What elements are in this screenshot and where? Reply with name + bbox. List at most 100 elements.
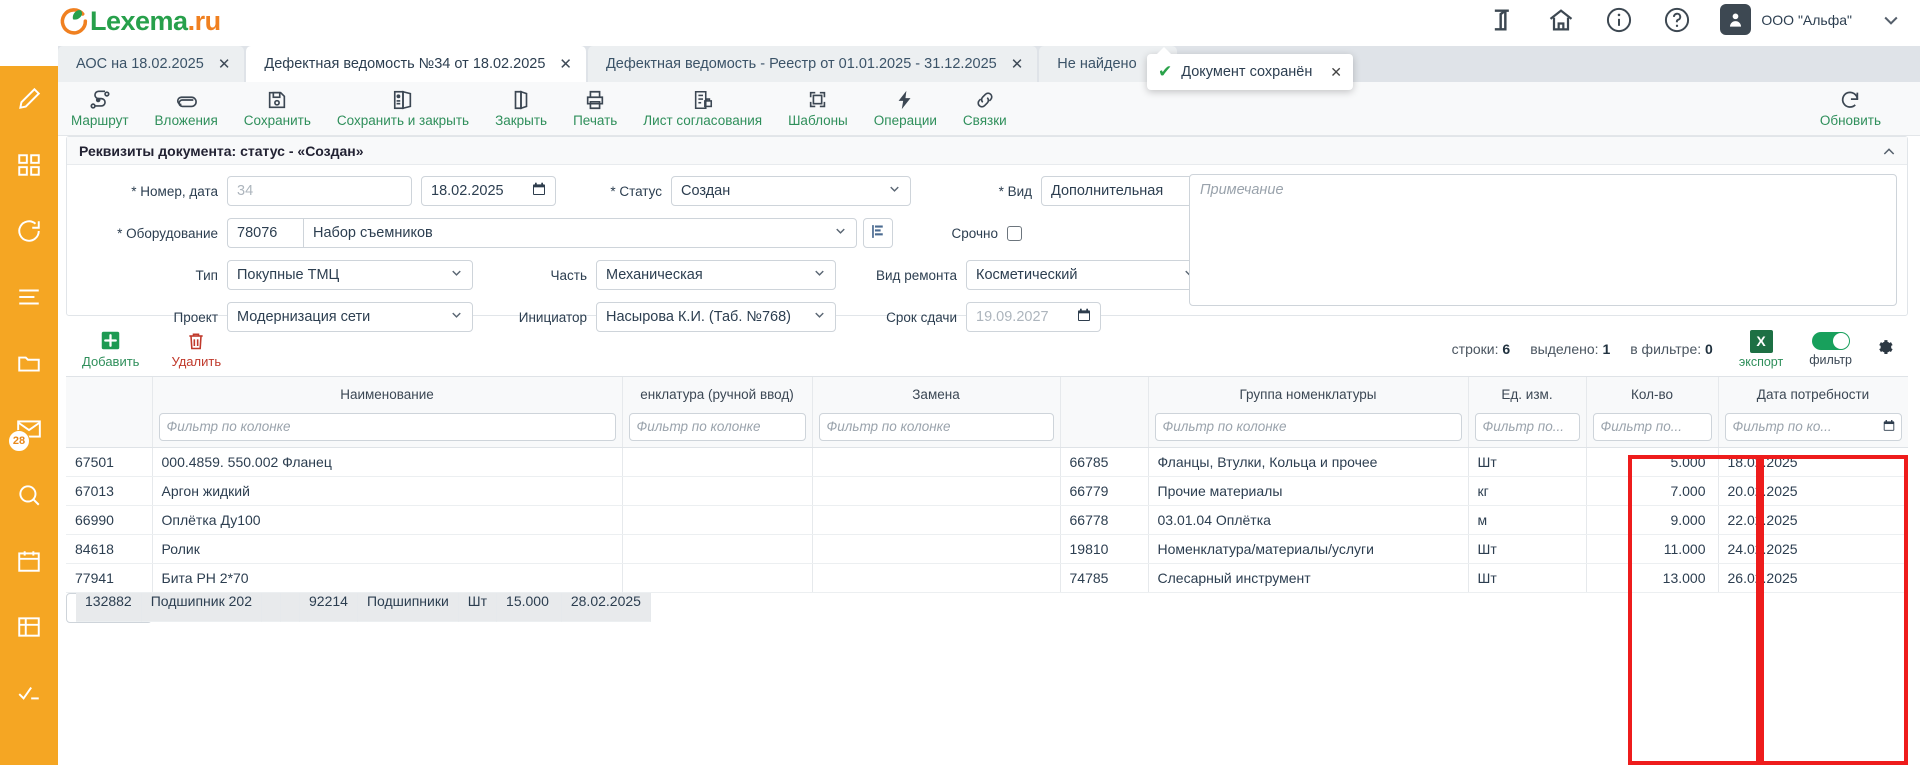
rail-item-calendar[interactable] <box>0 528 58 594</box>
rail-item-dashboard[interactable] <box>0 132 58 198</box>
collapse-icon[interactable] <box>1881 144 1897 163</box>
cell-manual[interactable] <box>262 593 281 622</box>
cell-name[interactable]: Подшипник 202 <box>141 593 262 622</box>
cell-code[interactable]: 67501 <box>66 447 153 477</box>
urgent-checkbox[interactable] <box>1007 225 1022 241</box>
rail-item-folder[interactable] <box>0 330 58 396</box>
rail-item-search[interactable] <box>0 462 58 528</box>
cell-need-date[interactable]: 22.02.2025 <box>1718 505 1908 535</box>
calendar-icon[interactable] <box>1076 307 1092 327</box>
cell-unit[interactable]: м <box>1468 505 1587 535</box>
col-name[interactable]: Наименование <box>152 377 623 411</box>
cell-manual[interactable] <box>622 505 813 535</box>
filter-input-group[interactable]: Фильтр по колонке <box>1154 412 1462 441</box>
cell-quantity[interactable]: 5.000 <box>1586 447 1719 477</box>
cell-replacement[interactable] <box>812 447 1061 477</box>
cell-group-code[interactable]: 66778 <box>1060 505 1149 535</box>
status-select[interactable]: Создан <box>671 176 911 206</box>
logout-icon[interactable] <box>1488 5 1518 35</box>
delete-row-button[interactable]: Удалить <box>155 330 237 369</box>
col-unit[interactable]: Ед. изм. <box>1468 377 1587 411</box>
cell-name[interactable]: Оплётка Ду100 <box>152 505 623 535</box>
deadline-input[interactable]: 19.09.2027 <box>966 302 1101 332</box>
user-account[interactable]: ООО "Альфа" <box>1720 4 1852 35</box>
table-row[interactable]: 77941 Бита PH 2*70 74785 Слесарный инстр… <box>66 563 1908 593</box>
close-button[interactable]: Закрыть <box>482 89 560 128</box>
cell-code[interactable]: 66990 <box>66 505 153 535</box>
cell-replacement[interactable] <box>812 476 1061 506</box>
cell-need-date[interactable]: 28.02.2025 <box>561 593 651 622</box>
repair-type-select[interactable]: Косметический <box>966 260 1206 290</box>
tab-aos[interactable]: АОС на 18.02.2025 ✕ <box>58 46 245 82</box>
equipment-tree-button[interactable] <box>863 218 893 248</box>
cell-group[interactable]: Фланцы, Втулки, Кольца и прочее <box>1148 447 1469 477</box>
rail-item-edit[interactable] <box>0 66 58 132</box>
cell-group-code[interactable]: 92214 <box>300 593 358 622</box>
rail-item-grid[interactable] <box>0 594 58 660</box>
info-icon[interactable] <box>1604 5 1634 35</box>
cell-unit[interactable]: Шт <box>1468 447 1587 477</box>
cell-unit[interactable]: кг <box>1468 476 1587 506</box>
filter-input-replacement[interactable]: Фильтр по колонке <box>818 412 1054 441</box>
rail-item-checklist[interactable] <box>0 660 58 726</box>
cell-code[interactable]: 132882 <box>76 593 142 622</box>
rail-item-sync[interactable] <box>0 198 58 264</box>
calendar-icon[interactable] <box>531 181 547 201</box>
route-button[interactable]: Маршрут <box>58 89 142 128</box>
cell-replacement[interactable] <box>812 505 1061 535</box>
cell-replacement[interactable] <box>281 593 300 622</box>
cell-name[interactable]: Ролик <box>152 534 623 564</box>
cell-need-date[interactable]: 26.02.2025 <box>1718 563 1908 593</box>
col-quantity[interactable]: Кол-во <box>1586 377 1719 411</box>
initiator-select[interactable]: Насырова К.И. (Таб. №768) <box>596 302 836 332</box>
cell-group[interactable]: Подшипники <box>357 593 459 622</box>
equipment-field[interactable]: 78076 Набор съемников <box>227 218 857 248</box>
cell-manual[interactable] <box>622 563 813 593</box>
cell-replacement[interactable] <box>812 534 1061 564</box>
filter-input-name[interactable]: Фильтр по колонке <box>158 412 616 441</box>
save-button[interactable]: Сохранить <box>231 89 324 128</box>
calendar-icon[interactable] <box>1882 418 1896 435</box>
print-button[interactable]: Печать <box>560 89 630 128</box>
tab-defect-sheet-34[interactable]: Дефектная ведомость №34 от 18.02.2025 ✕ <box>246 46 586 82</box>
close-icon[interactable]: ✕ <box>1010 56 1024 73</box>
rail-item-mail[interactable]: 28 <box>0 396 58 462</box>
add-row-button[interactable]: Добавить <box>66 330 155 369</box>
cell-group[interactable]: 03.01.04 Оплётка <box>1148 505 1469 535</box>
cell-manual[interactable] <box>622 447 813 477</box>
close-icon[interactable]: ✕ <box>217 56 231 73</box>
table-row[interactable]: 67013 Аргон жидкий 66779 Прочие материал… <box>66 476 1908 506</box>
home-icon[interactable] <box>1546 5 1576 35</box>
cell-unit[interactable]: Шт <box>1468 534 1587 564</box>
cell-group[interactable]: Слесарный инструмент <box>1148 563 1469 593</box>
links-button[interactable]: Связки <box>950 89 1020 128</box>
part-select[interactable]: Механическая <box>596 260 836 290</box>
type-select[interactable]: Покупные ТМЦ <box>227 260 473 290</box>
cell-unit[interactable]: Шт <box>1468 563 1587 593</box>
templates-button[interactable]: Шаблоны <box>775 89 861 128</box>
filter-input-quantity[interactable]: Фильтр по... <box>1592 412 1712 441</box>
refresh-button[interactable]: Обновить <box>1807 89 1894 128</box>
cell-name[interactable]: 000.4859. 550.002 Фланец <box>152 447 623 477</box>
cell-group-code[interactable]: 66785 <box>1060 447 1149 477</box>
table-row[interactable]: 67501 000.4859. 550.002 Фланец 66785 Фла… <box>66 447 1908 477</box>
rail-item-list[interactable] <box>0 264 58 330</box>
cell-quantity[interactable]: 9.000 <box>1586 505 1719 535</box>
table-row[interactable]: 84618 Ролик 19810 Номенклатура/материалы… <box>66 534 1908 564</box>
save-and-close-button[interactable]: Сохранить и закрыть <box>324 89 482 128</box>
cell-need-date[interactable]: 24.02.2025 <box>1718 534 1908 564</box>
cell-name[interactable]: Аргон жидкий <box>152 476 623 506</box>
cell-need-date[interactable]: 20.02.2025 <box>1718 476 1908 506</box>
cell-replacement[interactable] <box>812 563 1061 593</box>
cell-group[interactable]: Номенклатура/материалы/услуги <box>1148 534 1469 564</box>
cell-quantity[interactable]: 11.000 <box>1586 534 1719 564</box>
cell-unit[interactable]: Шт <box>458 593 498 622</box>
attachments-button[interactable]: Вложения <box>142 89 231 128</box>
filter-input-manual[interactable]: Фильтр по колонке <box>628 412 806 441</box>
cell-quantity[interactable]: 13.000 <box>1586 563 1719 593</box>
col-nomenclature-group[interactable]: Группа номенклатуры <box>1148 377 1469 411</box>
approval-sheet-button[interactable]: Лист согласования <box>630 89 775 128</box>
grid-settings-button[interactable] <box>1874 337 1896 362</box>
table-row[interactable]: 132882 Подшипник 202 92214 Подшипники Шт… <box>66 592 651 623</box>
filter-toggle[interactable]: фильтр <box>1809 331 1852 367</box>
